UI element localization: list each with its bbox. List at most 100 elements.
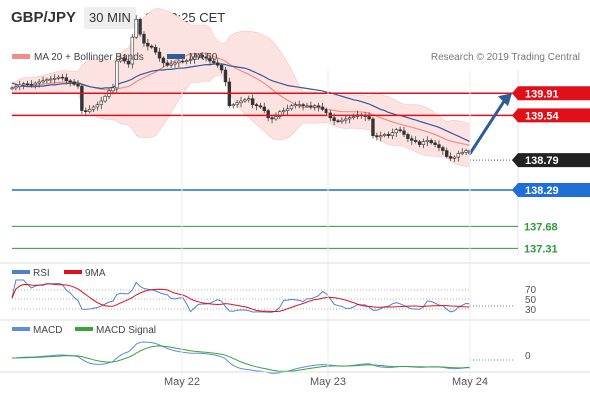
candle [223,67,228,87]
candle-body [270,117,274,120]
candle [130,34,135,69]
candle [429,138,433,145]
candle [437,140,441,152]
candle [138,17,142,37]
candle-body [134,18,138,38]
candle [103,94,107,103]
candle [336,118,340,124]
candle-body [37,81,41,84]
candle-body [390,132,395,136]
candle [340,117,344,125]
candle [262,102,266,114]
ma-bb-swatch [12,54,30,59]
candle [367,112,371,121]
candle [254,102,259,111]
timeframe-selector[interactable]: 30 MIN [84,7,136,29]
level-tag [512,182,590,197]
candle-body [91,106,96,110]
candle [320,102,325,112]
candle [10,86,14,90]
candle [56,75,61,81]
candle-body [169,63,173,66]
candle-body [266,110,270,119]
candle [316,102,321,112]
candle [115,59,119,93]
candle [118,55,123,63]
candle-body [60,76,65,79]
candle [122,53,127,64]
candle-body [45,79,49,82]
candle-body [68,80,72,83]
candle-body [410,138,414,141]
candle-body [64,77,69,82]
candle-body [80,85,84,111]
candle-body [10,87,14,90]
candle [177,58,181,68]
candle [157,47,162,62]
candle-body [316,105,321,108]
rsi-level-70: 70 [525,285,537,296]
candle [464,148,468,156]
candle-body [324,109,329,114]
level-label: 138.79 [525,155,559,167]
candle [208,56,212,66]
candle-body [196,54,201,58]
candle-body [49,78,53,81]
candle-body [289,105,294,110]
price-levels: 139.91 139.54 138.79 138.29 137.68 137.31 [12,86,590,255]
candle-body [184,60,189,62]
candle [49,75,53,84]
candle-body [33,82,37,86]
candle-body [95,104,100,108]
candle-body [181,60,185,63]
candle [72,78,76,87]
candle [425,136,430,147]
macd-level-0: 0 [525,351,531,362]
forecast-arrow [468,99,506,156]
candle-body [212,60,216,64]
candle [460,148,464,156]
candle [231,102,235,109]
candle [285,104,290,116]
candle [344,114,348,124]
candle-body [293,104,298,107]
candle-body [421,141,426,145]
candle [398,126,402,133]
macd-signal-line [12,345,471,372]
candle [153,44,158,55]
candle-body [437,144,441,148]
candle [192,52,197,64]
instrument-title: GBP/JPY [11,9,77,26]
candle-body [301,104,305,107]
candle [274,112,278,121]
candle-body [41,80,45,83]
candle [21,81,26,90]
forecast-arrow-head [498,93,512,107]
candle-body [204,56,208,59]
candle-body [402,130,406,135]
candle-body [464,150,468,153]
candle [91,105,96,113]
candle-body [254,104,259,107]
rsi-line [11,279,471,313]
candle [142,31,146,47]
candle-body [111,87,115,92]
candle [456,150,461,162]
level-label: 137.68 [524,221,558,233]
macd-line [11,341,471,374]
candle-body [371,118,375,136]
candle-body [425,140,430,142]
candle-body [441,147,445,151]
candle-body [305,105,309,108]
ma-bb-label: MA 20 + Bollinger Bands [34,52,144,63]
level-label: 137.31 [524,243,558,255]
rsi-panel: RSI 9MA 70 50 30 [0,262,590,316]
candle-body [258,105,263,108]
candle-body [56,76,61,79]
rsi-swatch [12,270,30,274]
candle-body [417,141,422,145]
candle [250,94,255,109]
candle [18,80,22,91]
candle [204,52,208,62]
